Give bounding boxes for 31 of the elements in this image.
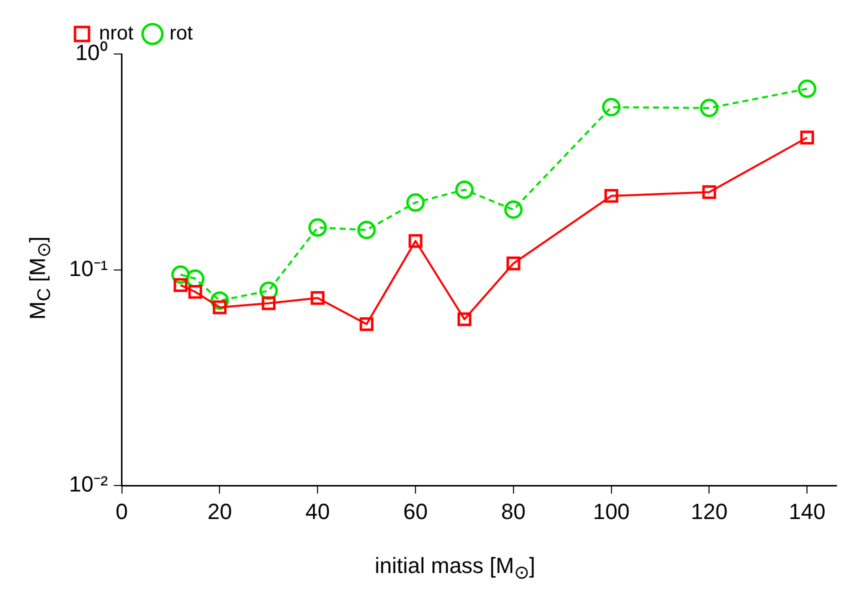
point xyxy=(262,296,276,310)
point xyxy=(406,193,425,212)
point xyxy=(504,200,523,219)
point xyxy=(357,220,376,240)
point xyxy=(702,185,716,200)
point xyxy=(798,80,816,98)
point xyxy=(174,278,188,292)
point xyxy=(700,98,718,118)
point xyxy=(310,291,325,305)
x-tick-label: 60 xyxy=(403,498,428,524)
x-tick-label: 80 xyxy=(501,498,526,524)
x-axis-title: initial mass [M$_{⊙}$] xyxy=(374,552,536,583)
x-tick-label: 40 xyxy=(305,498,330,524)
x-tick-label: 100 xyxy=(592,498,630,524)
x-tick-label: 20 xyxy=(207,498,232,524)
point xyxy=(188,284,202,299)
y-tick-label: 10⁻² xyxy=(69,472,108,497)
x-tick-label: 140 xyxy=(788,498,826,524)
point xyxy=(506,256,520,270)
x-tick-label: 0 xyxy=(116,498,128,524)
point xyxy=(602,98,621,116)
point xyxy=(360,317,374,332)
legend-label: rot xyxy=(169,22,194,45)
point xyxy=(458,312,472,326)
point xyxy=(308,218,327,237)
x-tick-label: 120 xyxy=(690,498,728,524)
point xyxy=(455,180,474,199)
point xyxy=(408,234,422,248)
point xyxy=(604,189,618,203)
point xyxy=(800,130,814,144)
y-tick-label: 10⁻¹ xyxy=(69,256,108,281)
